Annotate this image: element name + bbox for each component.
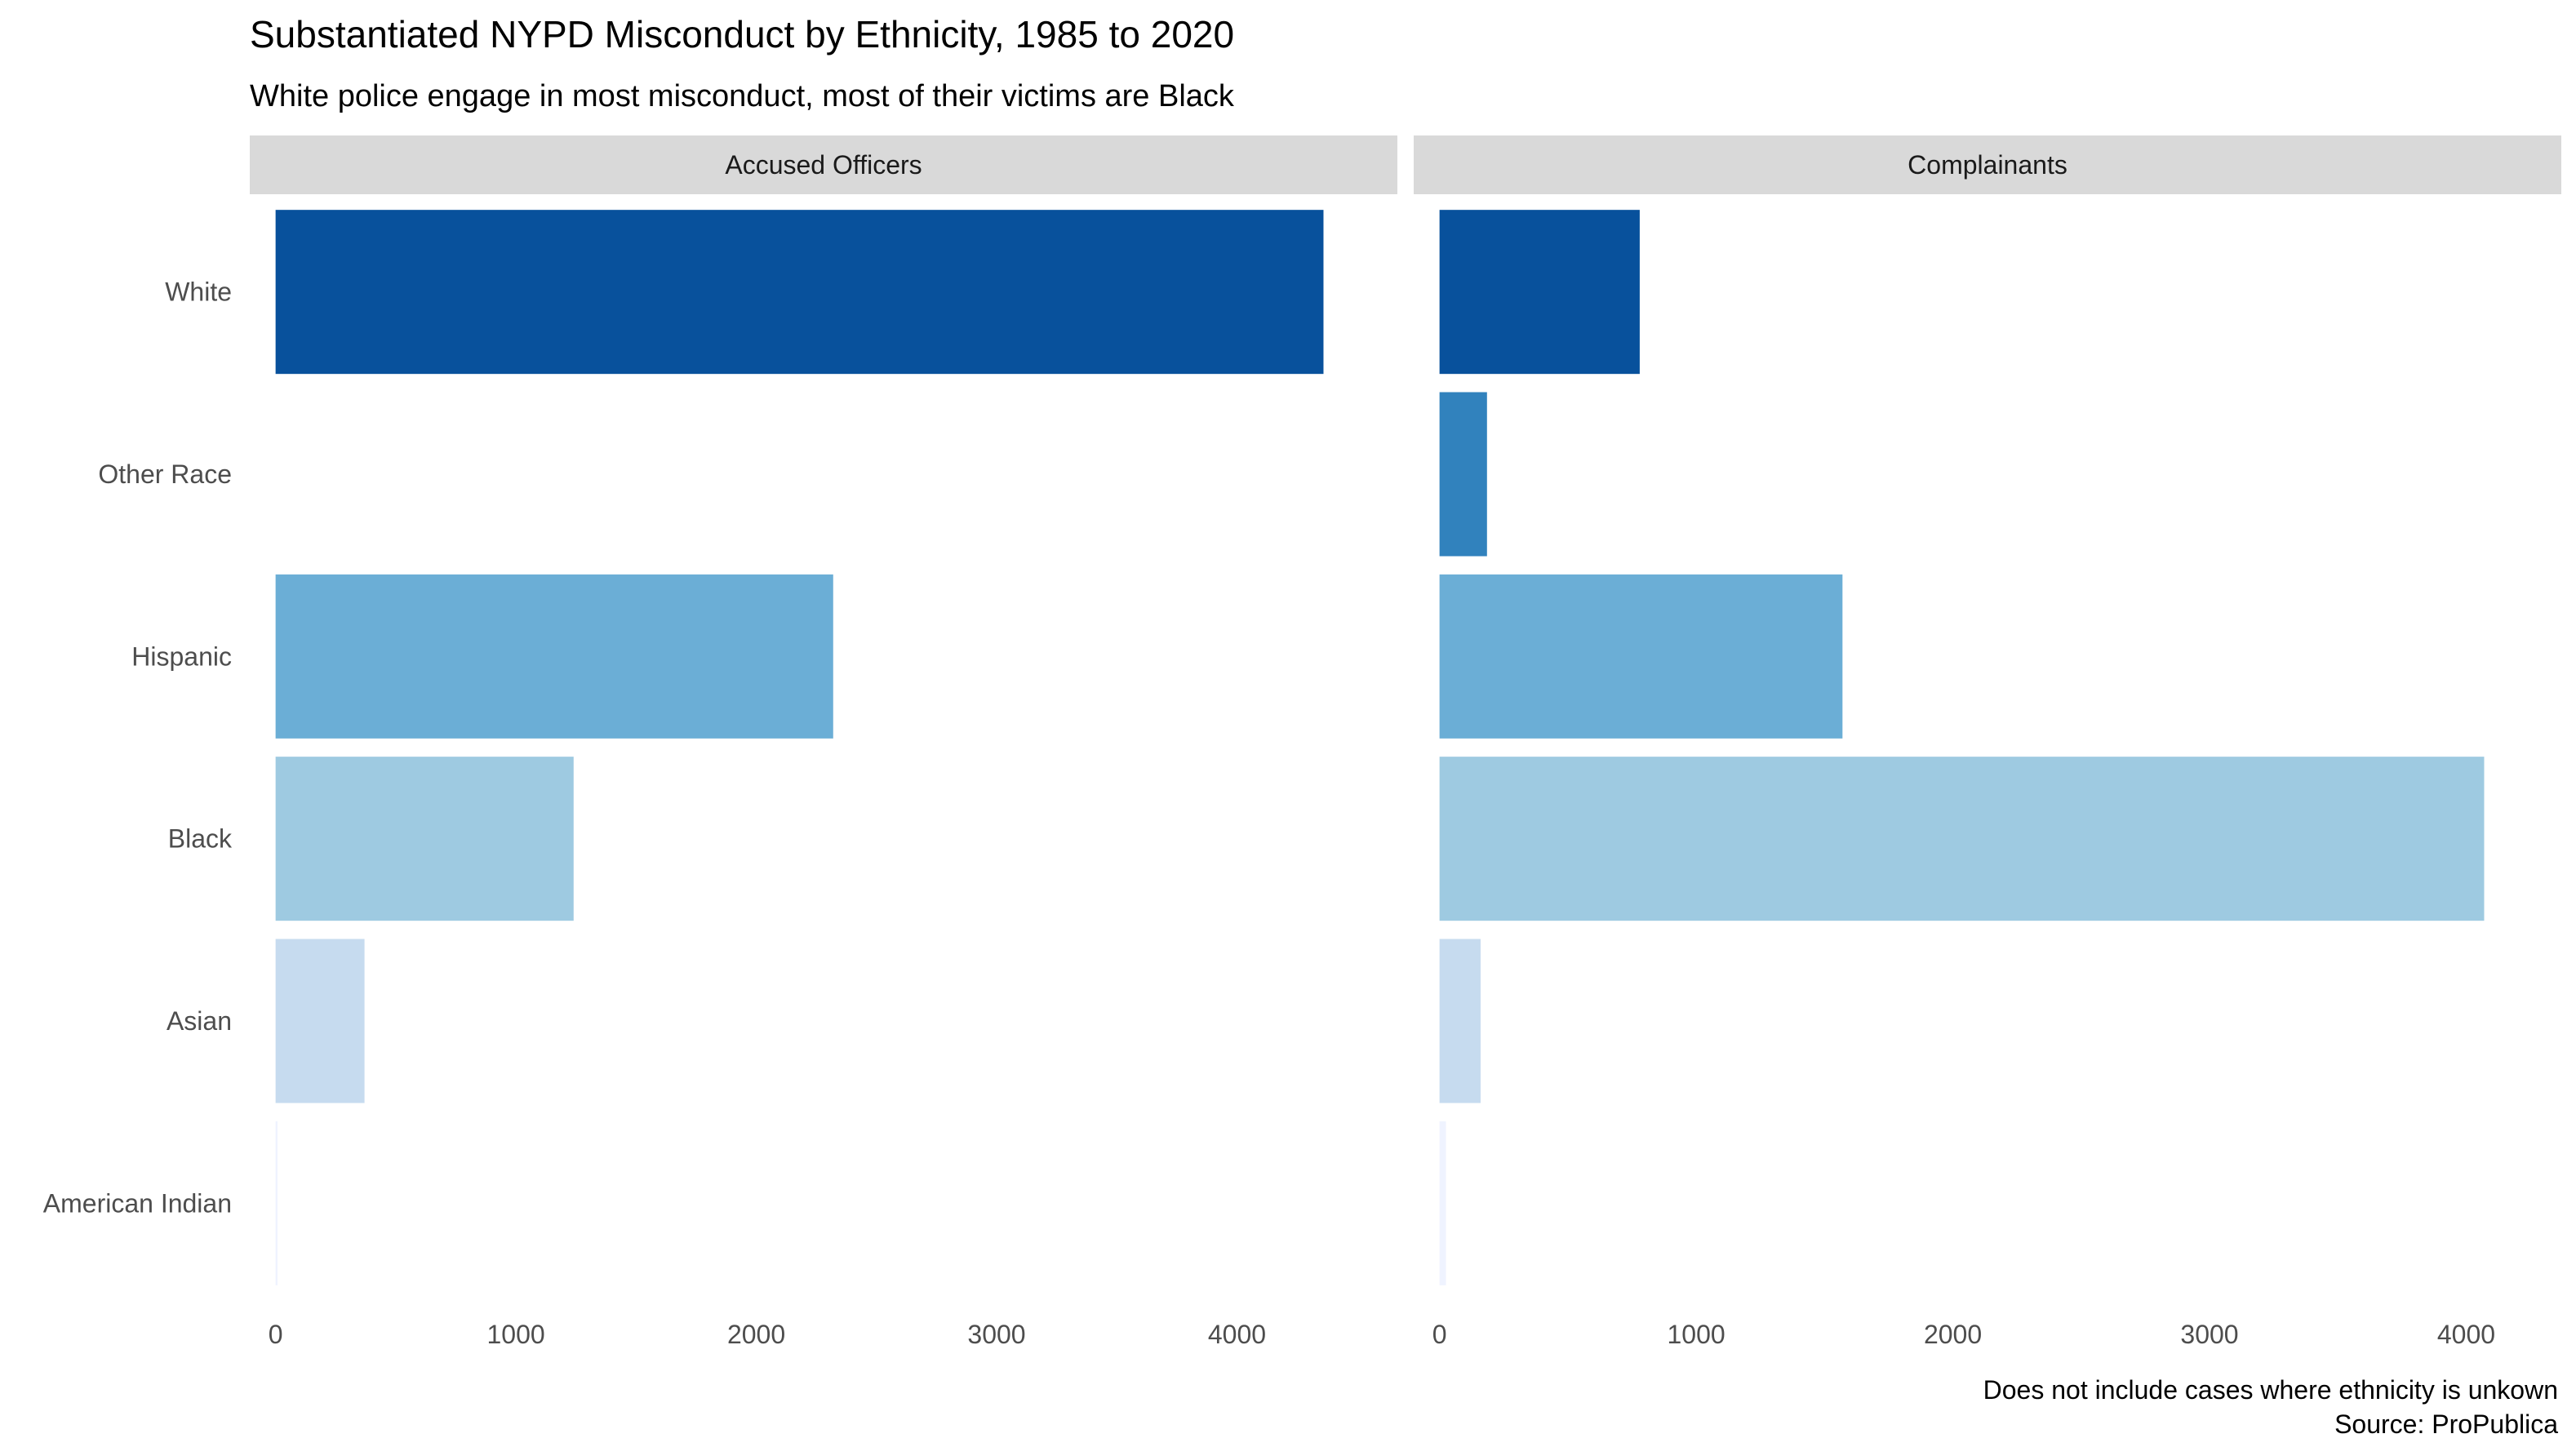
y-tick-label-asian: Asian [167, 1006, 232, 1036]
y-tick-label-other-race: Other Race [98, 459, 232, 489]
bar-complainants-asian [1439, 939, 1481, 1103]
x-tick-label-complainants-1000: 1000 [1667, 1320, 1725, 1349]
y-tick-label-american-indian: American Indian [43, 1188, 232, 1218]
bar-accused-officers-black [275, 757, 574, 921]
x-tick-label-complainants-3000: 3000 [2180, 1320, 2238, 1349]
chart-title: Substantiated NYPD Misconduct by Ethnici… [250, 13, 1234, 55]
panel-complainants: Complainants 0 1000 2000 3000 4000 [1414, 135, 2561, 1349]
panel-strip-label: Accused Officers [725, 150, 922, 180]
panel-strip-complainants [1414, 135, 2561, 194]
bar-accused-officers-asian [275, 939, 365, 1103]
panel-accused-officers: Accused Officers 0 1000 2000 3000 4000 [250, 135, 1397, 1349]
bar-complainants-other-race [1439, 392, 1487, 557]
bar-complainants-hispanic [1439, 574, 1843, 739]
y-tick-label-hispanic: Hispanic [131, 641, 232, 671]
bar-accused-officers-hispanic [275, 574, 833, 739]
x-tick-label-complainants-4000: 4000 [2437, 1320, 2495, 1349]
bar-complainants-white [1439, 210, 1640, 375]
x-tick-label-accused-officers-3000: 3000 [967, 1320, 1025, 1349]
x-tick-label-accused-officers-0: 0 [269, 1320, 283, 1349]
x-tick-label-complainants-2000: 2000 [1924, 1320, 1982, 1349]
y-tick-label-white: White [165, 277, 232, 307]
bar-accused-officers-american-indian [275, 1121, 278, 1285]
bar-accused-officers-white [275, 210, 1324, 375]
chart-subtitle: White police engage in most misconduct, … [250, 79, 1235, 113]
bar-complainants-american-indian [1439, 1121, 1446, 1285]
category-labels: White Other Race Hispanic Black Asian America… [43, 277, 233, 1219]
x-tick-label-complainants-0: 0 [1432, 1320, 1447, 1349]
caption-note: Does not include cases where ethnicity i… [1983, 1375, 2558, 1405]
x-tick-label-accused-officers-1000: 1000 [486, 1320, 544, 1349]
bar-complainants-black [1439, 757, 2485, 921]
y-tick-label-black: Black [168, 824, 233, 854]
x-tick-label-accused-officers-4000: 4000 [1208, 1320, 1266, 1349]
x-tick-label-accused-officers-2000: 2000 [727, 1320, 785, 1349]
panel-strip-label: Complainants [1908, 150, 2067, 180]
panel-strip-accused-officers [250, 135, 1397, 194]
caption-source: Source: ProPublica [2334, 1409, 2558, 1439]
